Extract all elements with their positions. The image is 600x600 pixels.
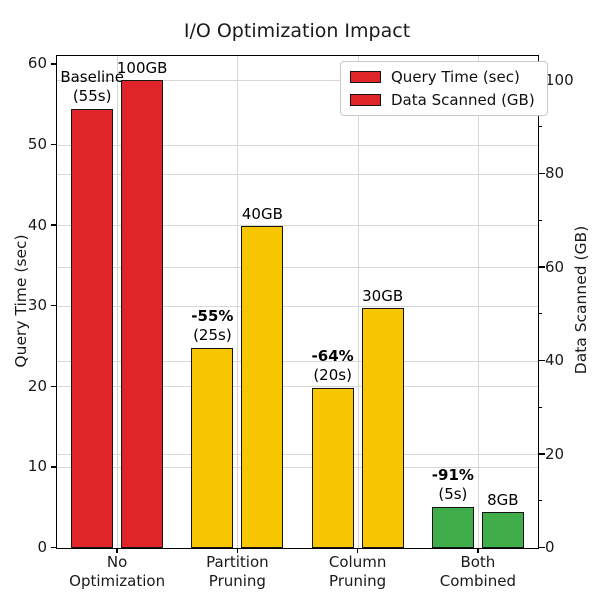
bar-query-time-3 [431,507,474,548]
gridline-category-2 [357,56,359,548]
gridline-left-50 [57,144,538,146]
x-tick-3 [477,548,479,553]
x-category-label-2: Column Pruning [328,553,387,590]
legend-swatch-hatch [350,94,381,106]
x-tick-2 [356,548,359,553]
left-tick-label-60: 60 [27,54,47,73]
right-tick-60 [538,266,545,268]
annotation-line2: (25s) [193,325,232,344]
annotation-query-time-1: -55% (25s) [191,307,233,345]
right-tick-label-0: 0 [545,538,555,556]
gridline-left-20 [57,386,538,388]
right-tick-0 [538,546,545,549]
right-minor-tick-30 [538,406,542,408]
left-tick-label-40: 40 [27,215,47,234]
left-tick-40 [51,224,57,226]
right-tick-20 [538,453,545,455]
bar-query-time-1 [191,347,234,548]
annotation-query-time-2: -64% (20s) [312,347,354,385]
gridline-right-100 [57,80,538,81]
annotation-data-scanned-1: 40GB [241,204,283,223]
chart-title: I/O Optimization Impact [183,20,411,42]
left-tick-label-30: 30 [27,296,47,315]
left-tick-label-10: 10 [27,457,47,476]
x-tick-1 [236,548,239,553]
gridline-left-30 [57,305,538,307]
right-tick-label-80: 80 [545,164,565,182]
right-axis-label: Data Scanned (GB) [572,225,590,375]
legend: Query Time (sec) Data Scanned (GB) [340,61,548,116]
annotation-query-time-3: -91% (5s) [432,466,474,504]
annotation-data-scanned-2: 30GB [362,287,404,306]
right-tick-80 [538,172,545,175]
gridline-left-40 [57,225,538,227]
bar-query-time-0 [71,109,114,548]
left-tick-label-0: 0 [37,538,47,556]
left-tick-30 [51,304,57,307]
left-tick-60 [51,63,57,65]
bar-data-scanned-2 [361,308,404,548]
gridline-category-0 [117,56,119,548]
right-minor-tick-10 [538,500,542,502]
annotation-data-scanned-3: 8GB [487,491,519,510]
right-minor-tick-90 [538,126,542,128]
annotation-line1: -91% [431,466,474,485]
annotation-line2: (5s) [438,485,468,504]
annotation-line2: (55s) [72,87,112,106]
annotation-line2: (20s) [313,365,352,384]
gridline-right-40 [57,360,538,362]
legend-entry-query-time: Query Time (sec) [350,68,535,86]
right-tick-label-40: 40 [545,351,565,369]
bar-data-scanned-3 [481,512,524,548]
annotation-line1: -55% [191,306,234,325]
left-tick-label-20: 20 [27,376,47,395]
x-tick-0 [116,548,118,553]
right-tick-label-20: 20 [545,444,565,463]
legend-label-query-time: Query Time (sec) [391,68,520,86]
left-tick-label-50: 50 [27,135,47,153]
gridline-right-20 [57,454,538,455]
left-tick-10 [51,466,57,468]
gridline-category-3 [477,56,479,548]
right-minor-tick-50 [538,313,542,315]
annotation-data-scanned-0: 100GB [116,59,168,78]
right-tick-label-100: 100 [545,70,574,89]
right-tick-40 [538,359,545,362]
x-category-label-1: Partition Pruning [206,553,269,590]
gridline-left-10 [57,466,538,468]
x-category-label-0: No Optimization [69,553,166,590]
annotation-line1: Baseline [60,68,124,87]
annotation-line1: -64% [311,346,354,365]
gridline-category-1 [237,56,239,548]
x-category-label-3: Both Combined [439,553,516,590]
bar-data-scanned-0 [121,80,164,548]
legend-swatch-solid [350,71,381,83]
gridline-right-60 [57,267,538,268]
right-minor-tick-70 [538,219,542,221]
legend-entry-data-scanned: Data Scanned (GB) [350,91,535,109]
legend-label-data-scanned: Data Scanned (GB) [391,91,535,109]
bar-data-scanned-1 [241,225,284,548]
left-tick-50 [51,143,57,146]
bar-query-time-2 [311,387,354,548]
left-tick-20 [51,385,57,388]
gridline-right-80 [57,173,538,175]
annotation-query-time-0: Baseline (55s) [60,68,124,106]
right-tick-label-60: 60 [545,257,565,276]
left-tick-0 [51,546,57,549]
